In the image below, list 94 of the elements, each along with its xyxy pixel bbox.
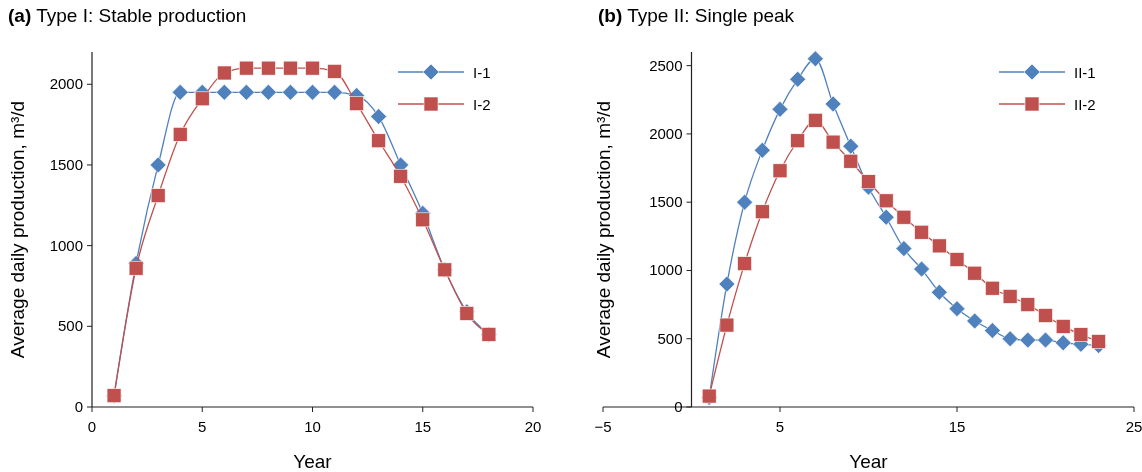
point	[260, 84, 277, 101]
point	[861, 174, 876, 190]
point	[304, 84, 321, 101]
y-tick-label: 0	[74, 398, 83, 415]
point	[895, 240, 913, 257]
y-tick-label: 500	[57, 317, 83, 335]
x-tick-label: 0	[87, 418, 97, 435]
x-tick-label: 20	[524, 418, 542, 435]
point	[949, 252, 965, 267]
point	[415, 212, 431, 228]
point	[326, 84, 343, 101]
x-tick-label: 15	[948, 418, 966, 435]
point	[807, 50, 824, 68]
point	[790, 133, 805, 149]
legend-label: II-1	[1074, 64, 1096, 81]
point	[305, 60, 320, 76]
point	[1038, 308, 1053, 323]
y-tick-label: 1500	[49, 155, 83, 173]
x-tick-label: 5	[198, 418, 207, 435]
point	[966, 312, 983, 330]
point	[393, 168, 408, 184]
point	[824, 95, 842, 113]
point	[878, 193, 894, 209]
point	[1055, 319, 1071, 334]
point	[194, 91, 210, 107]
x-tick-label: 5	[775, 418, 785, 435]
point	[217, 65, 232, 81]
x-tick-label: 15	[414, 418, 432, 435]
y-tick-label: 1000	[649, 261, 683, 279]
point	[172, 127, 188, 142]
y-tick-label: 2500	[649, 56, 683, 74]
point	[825, 134, 841, 150]
x-tick-label: 25	[1125, 418, 1142, 435]
point	[282, 84, 299, 101]
point	[808, 112, 823, 128]
point	[984, 322, 1001, 339]
point	[370, 108, 387, 125]
point	[771, 101, 789, 118]
point	[327, 64, 342, 79]
point	[842, 137, 860, 155]
point	[736, 193, 753, 211]
legend-label: II-2	[1074, 96, 1096, 113]
point	[128, 260, 144, 276]
x-tick-label: 10	[304, 418, 321, 435]
point	[967, 265, 982, 281]
point	[283, 60, 298, 76]
point	[1073, 327, 1089, 342]
point	[985, 280, 1000, 296]
point	[718, 275, 736, 293]
point	[913, 260, 930, 278]
y-tick-label: 500	[657, 329, 683, 347]
chart-title: (a) Type I: Stable production	[8, 5, 247, 26]
point	[1001, 330, 1019, 348]
point	[755, 204, 770, 220]
point	[1002, 289, 1018, 304]
x-axis-title: Year	[849, 451, 889, 472]
point	[877, 208, 895, 226]
point	[914, 224, 929, 240]
point	[349, 96, 364, 111]
point	[238, 84, 255, 101]
point	[371, 133, 386, 149]
y-tick-label: 1500	[649, 193, 683, 211]
point	[239, 60, 254, 76]
x-axis-title: Year	[293, 451, 333, 472]
y-tick-label: 2000	[49, 75, 83, 93]
point	[216, 84, 233, 101]
point	[932, 238, 947, 254]
point	[772, 163, 788, 179]
point	[931, 284, 948, 301]
x-tick-label: −5	[594, 418, 612, 435]
point	[737, 256, 752, 271]
y-axis-title: Average daily production, m³/d	[7, 100, 28, 359]
point	[149, 156, 167, 174]
y-tick-label: 2000	[649, 124, 683, 142]
point	[843, 153, 859, 169]
point	[1054, 334, 1072, 352]
point	[1091, 334, 1106, 349]
point	[1020, 297, 1036, 312]
y-tick-label: 0	[674, 398, 683, 415]
point	[896, 209, 912, 225]
point	[150, 188, 166, 203]
y-axis-title: Average daily production, m³/d	[593, 100, 614, 359]
legend-label: I-1	[473, 64, 491, 81]
point	[1037, 331, 1054, 349]
point	[789, 71, 806, 88]
chart-title: (b) Type II: Single peak	[598, 5, 795, 26]
point	[1019, 331, 1037, 349]
point	[754, 142, 771, 159]
point	[948, 300, 966, 317]
legend-label: I-2	[473, 96, 491, 113]
point	[261, 60, 276, 76]
y-tick-label: 1000	[49, 236, 83, 254]
point	[171, 84, 189, 101]
point	[719, 317, 735, 333]
